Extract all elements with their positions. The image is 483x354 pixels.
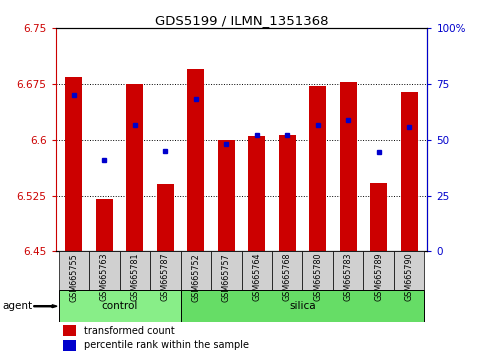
Bar xyxy=(150,251,181,290)
Bar xyxy=(63,325,76,336)
Bar xyxy=(157,184,174,251)
Bar xyxy=(211,251,242,290)
Bar xyxy=(394,251,425,290)
Text: GSM665789: GSM665789 xyxy=(374,253,383,301)
Bar xyxy=(218,140,235,251)
Text: agent: agent xyxy=(2,301,32,311)
Text: percentile rank within the sample: percentile rank within the sample xyxy=(84,341,249,350)
Bar xyxy=(58,290,181,322)
Text: control: control xyxy=(101,301,138,311)
Bar xyxy=(248,136,265,251)
Text: GSM665783: GSM665783 xyxy=(344,253,353,301)
Bar xyxy=(187,69,204,251)
Text: GSM665768: GSM665768 xyxy=(283,253,292,301)
Bar xyxy=(363,251,394,290)
Text: GSM665757: GSM665757 xyxy=(222,253,231,302)
Bar xyxy=(181,251,211,290)
Bar xyxy=(279,135,296,251)
Text: GSM665752: GSM665752 xyxy=(191,253,200,302)
Bar xyxy=(333,251,363,290)
Text: GSM665787: GSM665787 xyxy=(161,253,170,301)
Title: GDS5199 / ILMN_1351368: GDS5199 / ILMN_1351368 xyxy=(155,14,328,27)
Bar xyxy=(120,251,150,290)
Bar xyxy=(370,183,387,251)
Bar xyxy=(340,82,356,251)
Bar xyxy=(309,86,326,251)
Text: GSM665764: GSM665764 xyxy=(252,253,261,301)
Bar xyxy=(272,251,302,290)
Text: GSM665755: GSM665755 xyxy=(70,253,78,302)
Bar xyxy=(58,251,89,290)
Text: transformed count: transformed count xyxy=(84,326,174,336)
Bar xyxy=(401,92,417,251)
Text: GSM665780: GSM665780 xyxy=(313,253,322,301)
Bar xyxy=(181,290,425,322)
Bar xyxy=(302,251,333,290)
Bar xyxy=(127,84,143,251)
Bar xyxy=(96,199,113,251)
Text: silica: silica xyxy=(289,301,316,311)
Bar xyxy=(63,340,76,351)
Bar xyxy=(66,77,82,251)
Text: GSM665781: GSM665781 xyxy=(130,253,139,301)
Text: GSM665763: GSM665763 xyxy=(100,253,109,301)
Bar xyxy=(242,251,272,290)
Text: GSM665790: GSM665790 xyxy=(405,253,413,301)
Bar xyxy=(89,251,120,290)
